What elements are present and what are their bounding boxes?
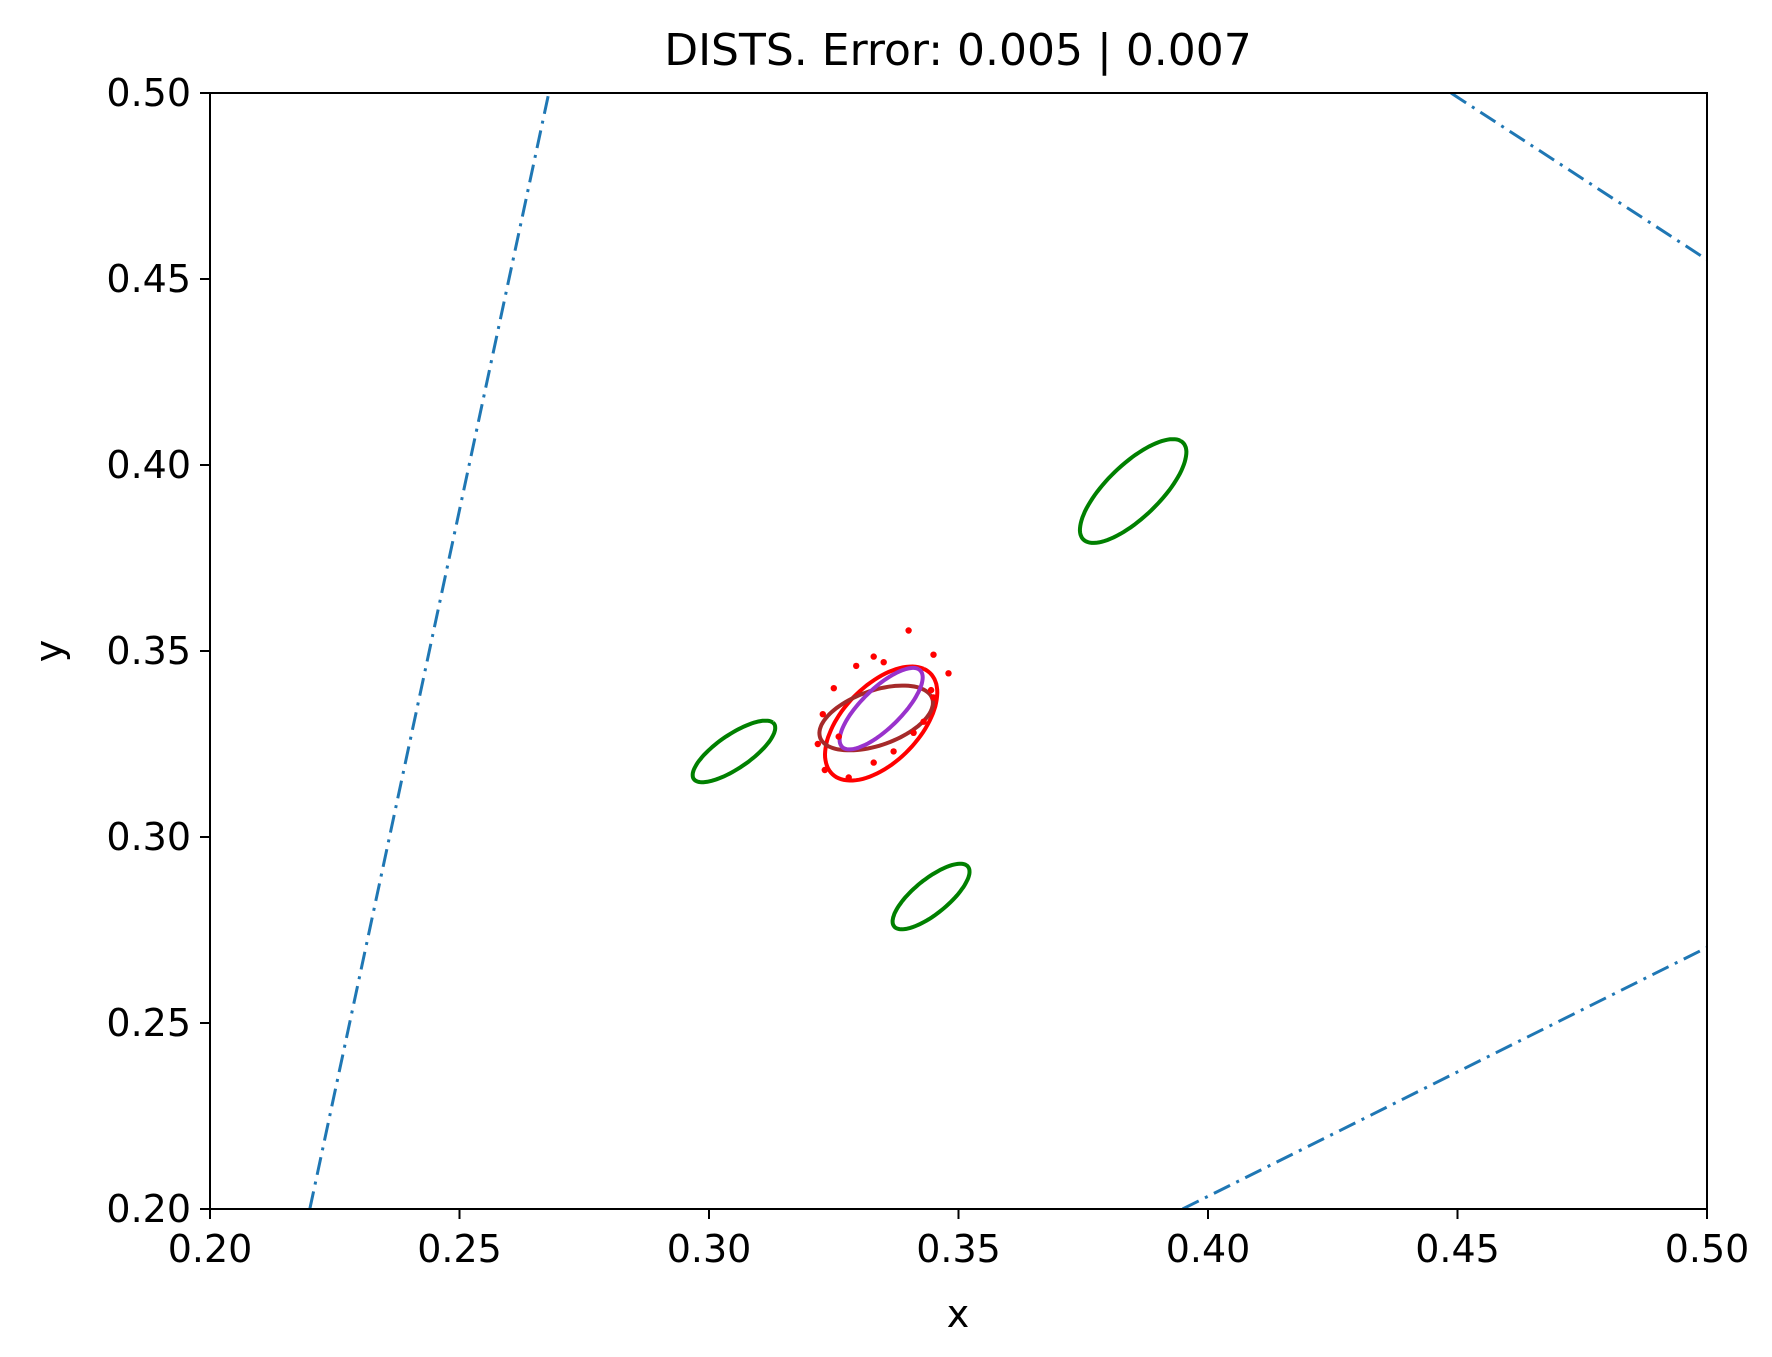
red-ellipse-4	[822, 664, 940, 783]
green-ellipse-1	[1077, 437, 1189, 545]
brown-ellipse-5	[817, 683, 935, 753]
green-ellipse-3	[890, 861, 972, 932]
scatter-point-15	[890, 748, 897, 755]
boundary-line-2	[1450, 93, 1707, 261]
scatter-point-14	[870, 759, 877, 766]
x-tick-label: 0.45	[1415, 1227, 1500, 1271]
y-tick-label: 0.30	[106, 815, 191, 859]
scatter-point-12	[821, 766, 828, 774]
boundary-line-3	[1181, 946, 1707, 1209]
scatter-point-8	[930, 694, 937, 701]
scatter-point-10	[819, 711, 826, 718]
x-tick-label: 0.20	[168, 1227, 253, 1271]
x-axis-label: x	[947, 1292, 970, 1336]
y-tick-label: 0.20	[106, 1187, 191, 1231]
x-axis: 0.20 0.25 0.30 0.35 0.40 0.45 0.50	[168, 1209, 1750, 1271]
scatter-point-3	[945, 670, 952, 677]
y-tick-label: 0.45	[106, 257, 191, 301]
y-tick-label: 0.40	[106, 443, 191, 487]
y-tick-label: 0.25	[106, 1001, 191, 1045]
scatter-point-4	[870, 653, 877, 660]
scatter-point-7	[927, 686, 935, 694]
scatter-point-2	[930, 651, 937, 658]
x-tick-label: 0.30	[667, 1227, 752, 1271]
scatter-point-5	[880, 659, 887, 666]
boundary-line-1	[308, 93, 551, 1209]
scatter-point-6	[853, 662, 860, 670]
scatter-point-9	[830, 685, 837, 692]
scatter-point-1	[905, 627, 912, 634]
scatter-point-16	[910, 729, 917, 736]
plot-frame	[209, 92, 1708, 1210]
x-tick-label: 0.40	[1166, 1227, 1251, 1271]
y-axis-label: y	[27, 640, 71, 663]
y-tick-label: 0.35	[106, 629, 191, 673]
purple-ellipse-6	[837, 665, 925, 752]
x-tick-label: 0.35	[916, 1227, 1001, 1271]
scatter-point-17	[835, 733, 842, 740]
scatter-point-11	[814, 740, 821, 748]
scatter-point-18	[920, 718, 927, 725]
y-axis: 0.20 0.25 0.30 0.35 0.40 0.45 0.50	[106, 71, 210, 1231]
chart-title: DISTS. Error: 0.005 | 0.007	[664, 25, 1252, 76]
x-tick-label: 0.25	[417, 1227, 502, 1271]
green-ellipse-2	[690, 718, 778, 785]
y-tick-label: 0.50	[106, 71, 191, 115]
scatter-point-13	[845, 774, 852, 781]
plot-area	[308, 93, 1707, 1209]
x-tick-label: 0.50	[1665, 1227, 1750, 1271]
